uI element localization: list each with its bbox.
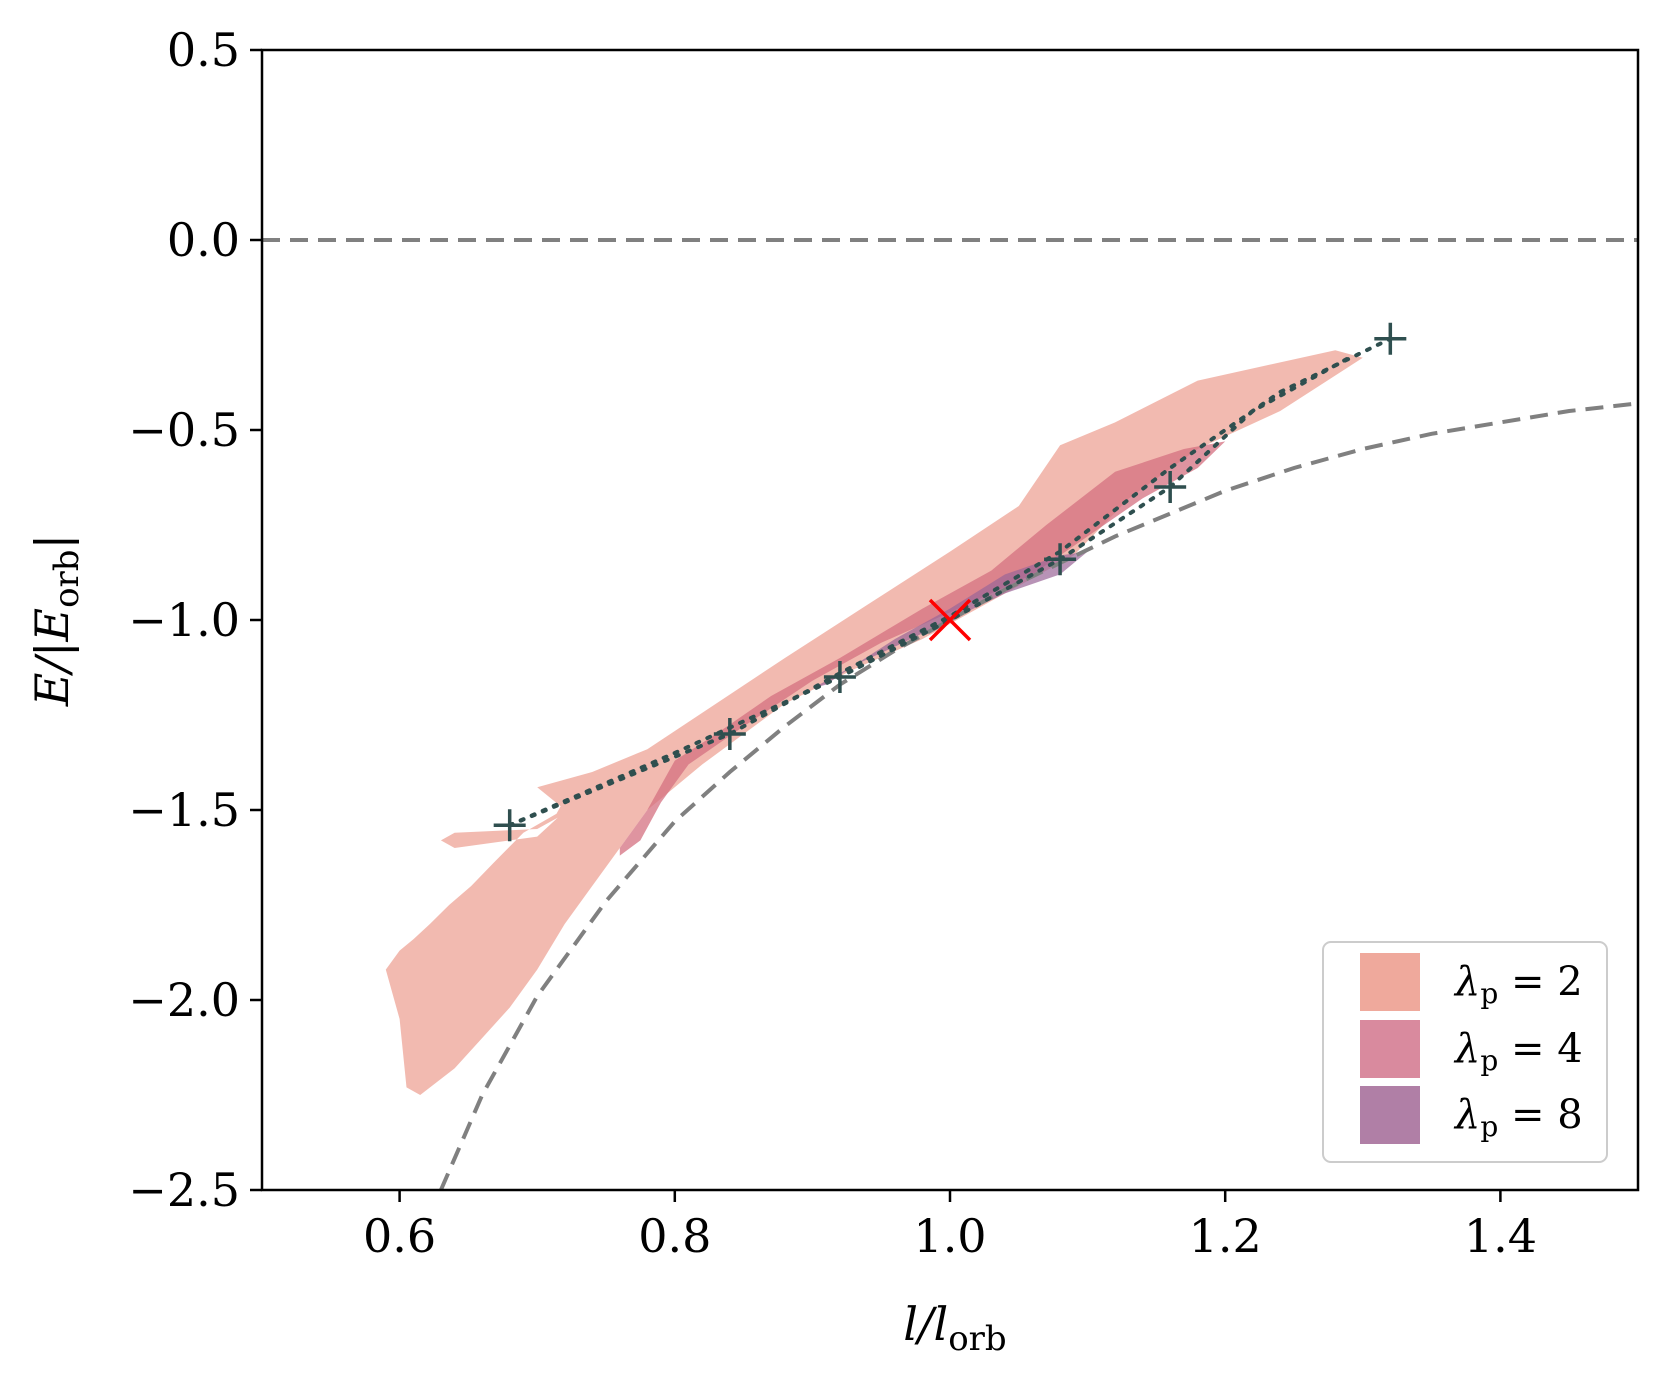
x-tick-label-4: 1.2	[1189, 1209, 1262, 1263]
legend-entry-1: λp = 2	[1360, 953, 1583, 1011]
y-tick-label-6: −2.0	[128, 973, 240, 1027]
y-axis-label-tail: |	[25, 534, 79, 550]
x-axis-label-sub: orb	[948, 1319, 1007, 1359]
x-tick-label-1: 0.6	[363, 1209, 436, 1263]
x-marker-1	[928, 598, 972, 642]
reference-lines	[262, 238, 1638, 1190]
data-series	[507, 336, 1393, 828]
legend: λp = 2 λp = 4 λp = 8	[1322, 941, 1608, 1163]
region-lambda-p-2	[385, 350, 1363, 1095]
legend-entry-2: λp = 4	[1360, 1020, 1583, 1078]
x-axis-ticks: 0.6 0.8 1.0 1.2 1.4	[363, 1190, 1537, 1263]
plus-marker-4	[1044, 543, 1077, 576]
y-tick-label-7: −2.5	[128, 1163, 240, 1217]
x-tick-label-2: 0.8	[638, 1209, 711, 1263]
legend-swatch-3	[1360, 1086, 1420, 1144]
legend-label-2: λp = 4	[1453, 1026, 1583, 1077]
legend-swatch-2	[1360, 1020, 1420, 1078]
x-axis-label: l/lorb	[903, 1297, 1006, 1359]
plus-marker-5	[1154, 471, 1187, 503]
legend-entry-3: λp = 8	[1360, 1086, 1583, 1144]
y-axis-ticks: 0.5 0.0 −0.5 −1.0 −1.5 −2.0 −2.5	[128, 23, 262, 1217]
y-axis-label: E/|Eorb|	[25, 534, 87, 707]
plus-marker-1	[493, 809, 526, 842]
y-axis-label-sub: orb	[47, 549, 87, 608]
y-tick-label-5: −1.5	[128, 783, 240, 837]
refline-circular-orbit-curve	[439, 401, 1638, 1190]
y-axis-label-main: E/|E	[25, 608, 79, 707]
plus-marker-6	[1374, 322, 1407, 355]
y-tick-label-2: 0.0	[167, 213, 240, 267]
plus-marker-2	[713, 718, 746, 750]
series-dotted-track-lower	[507, 336, 1393, 828]
legend-label-1: λp = 2	[1453, 959, 1583, 1010]
x-tick-label-3: 1.0	[913, 1209, 986, 1263]
legend-swatch-1	[1360, 953, 1420, 1011]
y-tick-label-4: −1.0	[128, 593, 240, 647]
y-tick-label-3: −0.5	[128, 403, 240, 457]
x-axis-label-main: l/l	[903, 1297, 948, 1351]
y-tick-label-1: 0.5	[167, 23, 240, 77]
legend-label-3: λp = 8	[1453, 1092, 1583, 1143]
region-lambda-p-4	[619, 441, 1226, 856]
data-markers	[493, 322, 1407, 842]
x-tick-label-5: 1.4	[1464, 1209, 1537, 1263]
plus-marker-3	[823, 661, 856, 693]
